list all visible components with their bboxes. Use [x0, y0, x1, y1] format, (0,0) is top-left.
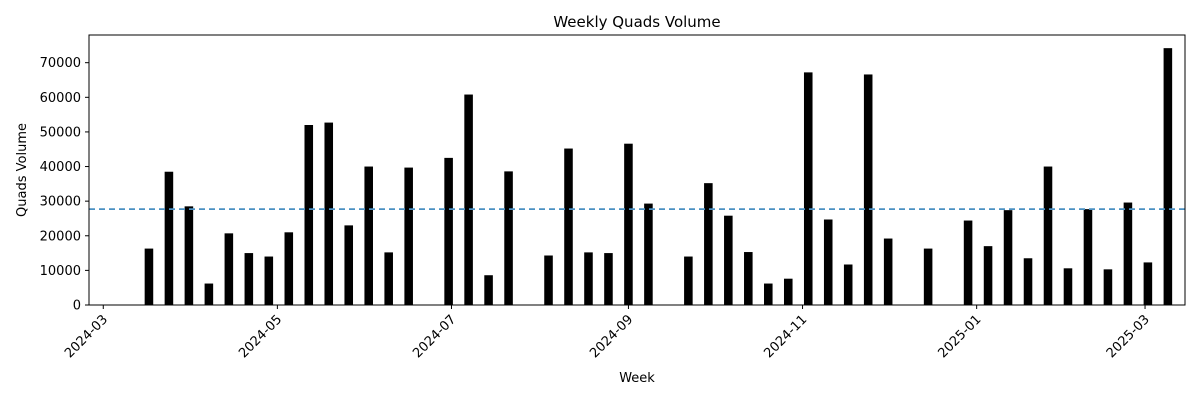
bar-2024-06-09	[384, 252, 393, 305]
y-tick-label-70000: 70000	[40, 56, 81, 71]
bar-2025-01-26	[1043, 166, 1053, 305]
bar-2024-04-14	[224, 233, 234, 305]
bar-2024-09-29	[704, 183, 713, 305]
bar-2024-12-29	[963, 220, 973, 305]
bar-2024-08-11	[564, 148, 573, 305]
bar-2024-10-27	[783, 278, 793, 305]
bar-2024-04-07	[204, 283, 214, 305]
x-tick-label-2025-03: 2025-03	[1104, 312, 1153, 361]
bar-2024-06-30	[444, 157, 453, 305]
y-tick-label-60000: 60000	[40, 91, 81, 106]
bar-2024-10-06	[724, 215, 733, 305]
y-tick-label-20000: 20000	[40, 229, 81, 244]
plot-frame	[88, 34, 1186, 306]
bar-2024-11-10	[823, 219, 833, 305]
bar-2024-11-03	[803, 72, 813, 305]
bar-2024-03-24	[164, 171, 174, 305]
bar-2024-08-25	[604, 253, 613, 305]
x-axis-title: Week	[619, 371, 655, 386]
bar-2024-03-17	[144, 248, 154, 305]
bar-2024-12-01	[883, 238, 893, 305]
bar-2024-05-26	[344, 225, 354, 305]
bar-2024-11-24	[863, 74, 873, 306]
bar-2024-10-13	[744, 252, 753, 305]
y-tick-label-10000: 10000	[40, 264, 81, 279]
bar-2024-07-07	[464, 94, 473, 305]
chart-title: Weekly Quads Volume	[553, 13, 720, 31]
bar-2024-09-22	[684, 256, 693, 305]
bar-2025-01-12	[1003, 210, 1013, 305]
bar-2025-01-05	[983, 246, 993, 305]
x-tick-label-2024-09: 2024-09	[587, 312, 636, 361]
bar-2024-03-31	[184, 206, 194, 305]
bar-2025-02-09	[1083, 209, 1093, 305]
y-axis: 0 10000 20000 30000 40000 50000 60000 70000	[40, 56, 89, 314]
x-tick-label-2024-07: 2024-07	[410, 312, 459, 361]
bar-2024-06-02	[364, 166, 373, 305]
bar-2024-09-01	[624, 143, 633, 305]
bar-2025-01-19	[1023, 258, 1033, 305]
bar-2024-08-18	[584, 252, 593, 305]
x-tick-label-2025-01: 2025-01	[935, 312, 984, 361]
y-tick-label-0: 0	[73, 299, 81, 314]
bar-2024-08-04	[544, 255, 553, 305]
bar-2024-05-12	[304, 125, 314, 305]
y-tick-label-30000: 30000	[40, 195, 81, 210]
bar-2024-11-17	[843, 264, 853, 305]
bar-2024-04-21	[244, 253, 254, 305]
bar-2024-09-08	[644, 203, 653, 305]
bar-2025-02-16	[1103, 269, 1113, 305]
bar-2024-04-28	[264, 256, 274, 305]
bar-2024-05-19	[324, 122, 334, 305]
bar-2025-03-02	[1143, 262, 1153, 305]
bar-2025-02-23	[1123, 202, 1133, 305]
bar-2025-02-02	[1063, 268, 1073, 305]
y-axis-title: Quads Volume	[15, 123, 30, 217]
bar-2024-05-05	[284, 232, 294, 305]
y-tick-label-40000: 40000	[40, 160, 81, 175]
x-tick-label-2024-03: 2024-03	[62, 312, 111, 361]
bar-2025-03-09	[1163, 48, 1173, 306]
y-tick-label-50000: 50000	[40, 125, 81, 140]
x-tick-label-2024-05: 2024-05	[236, 312, 285, 361]
bar-2024-07-14	[484, 275, 493, 305]
x-tick-label-2024-11: 2024-11	[761, 312, 810, 361]
plot-area	[89, 48, 1185, 306]
bar-2024-10-20	[764, 283, 773, 305]
bar-2024-07-21	[504, 171, 513, 305]
bar-2024-12-15	[923, 248, 933, 305]
bar-2024-06-16	[404, 167, 413, 305]
x-axis: 2024-03 2024-05 2024-07 2024-09 2024-11 2025-…	[62, 305, 1153, 361]
